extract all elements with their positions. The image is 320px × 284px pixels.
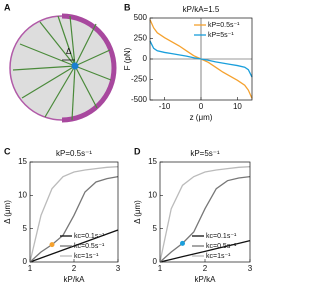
y-tick-label: 15 (148, 157, 157, 166)
centrosome (71, 62, 79, 70)
legend-label: kc=0.1s⁻¹ (206, 233, 237, 240)
y-axis-label: F (pN) (123, 47, 132, 70)
plot-frame (149, 17, 253, 101)
marker (49, 242, 55, 248)
y-axis-label: Δ (μm) (133, 200, 142, 224)
y-axis-label: Δ (μm) (3, 200, 12, 224)
cortex (61, 13, 117, 123)
y-tick-label: 0 (153, 257, 158, 266)
y-tick-label: 5 (23, 224, 28, 233)
chart-title: kP=0.5s⁻¹ (56, 149, 92, 158)
y-tick-label: 15 (18, 157, 27, 166)
y-tick-label: 0 (23, 257, 28, 266)
panel-label: D (134, 146, 141, 156)
x-tick-label: 10 (233, 102, 242, 111)
y-tick-label: 250 (134, 34, 148, 43)
legend-label: kP=0.5s⁻¹ (208, 22, 240, 29)
chart-title: kP=5s⁻¹ (190, 149, 220, 158)
chart-title: kP/kA=1.5 (183, 5, 220, 14)
y-tick-label: 10 (18, 190, 27, 199)
plot-frame (159, 161, 251, 263)
y-tick-label: 5 (153, 224, 158, 233)
x-tick-label: 1 (28, 264, 33, 273)
x-tick-label: 2 (72, 264, 77, 273)
legend-label: kc=0.5s⁻¹ (206, 243, 237, 250)
legend-label: kc=1s⁻¹ (74, 253, 99, 260)
panel-label: B (124, 2, 131, 12)
diagram: Δ A (4, 2, 117, 123)
x-tick-label: 3 (116, 264, 121, 273)
y-tick-label: 0 (143, 54, 148, 63)
y-tick-label: -500 (131, 95, 148, 104)
series-line (159, 240, 251, 263)
legend-label: kP=5s⁻¹ (208, 32, 234, 39)
series-line (159, 166, 251, 263)
series-line (29, 229, 119, 263)
series-line (149, 40, 253, 78)
series-line (29, 176, 119, 263)
legend-label: kc=0.5s⁻¹ (74, 243, 105, 250)
x-tick-label: 2 (203, 264, 208, 273)
microtubules (12, 15, 112, 121)
delta-label: Δ (66, 47, 72, 56)
panel-label: C (4, 146, 11, 156)
panel-label: A (4, 2, 11, 12)
legend-label: kc=0.1s⁻¹ (74, 233, 105, 240)
legend-label: kc=1s⁻¹ (206, 253, 231, 260)
x-tick-label: 1 (158, 264, 163, 273)
plot-frame (29, 161, 119, 263)
y-tick-label: -250 (131, 75, 148, 84)
series-line (159, 176, 251, 263)
y-tick-label: 10 (148, 190, 157, 199)
x-tick-label: -10 (159, 102, 171, 111)
x-axis-label: kP/kA (64, 275, 86, 284)
y-tick-label: 500 (134, 13, 148, 22)
x-axis-label: kP/kA (195, 275, 217, 284)
x-tick-label: 0 (199, 102, 204, 111)
marker (180, 240, 185, 246)
x-tick-label: 3 (248, 264, 253, 273)
series-line (29, 166, 119, 263)
x-axis-label: z (μm) (190, 113, 213, 122)
